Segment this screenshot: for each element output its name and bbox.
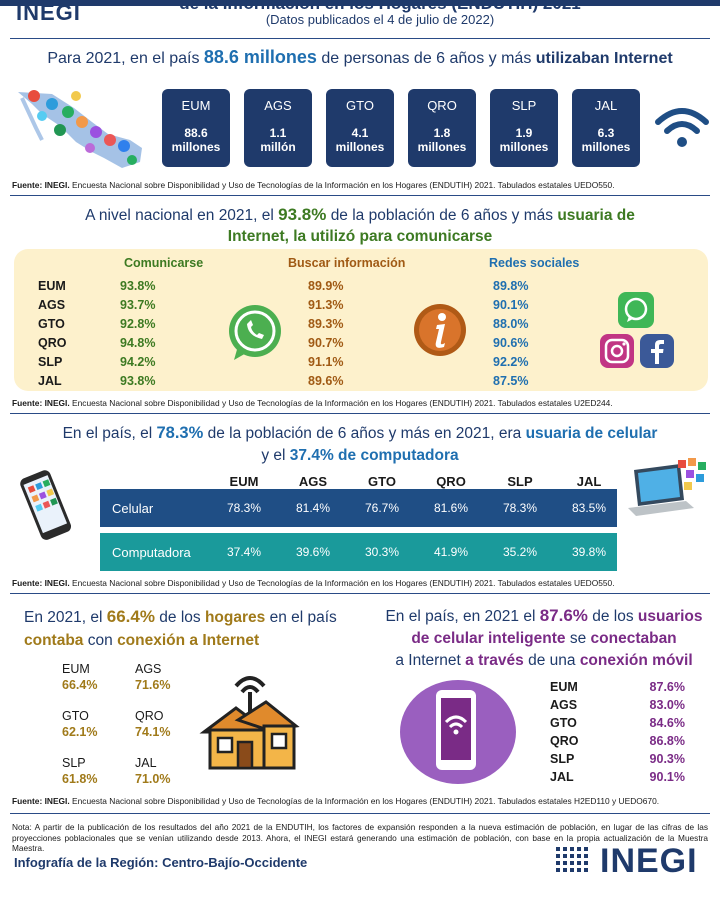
hogar-item-ags: AGS 71.6% [135,662,171,692]
stat-card-eum: EUM 88.6 millones [162,89,230,167]
laptop-icon [628,458,706,516]
stat-card-qro: QRO 1.8 millones [408,89,476,167]
inegi-logo-top: INEGI [16,0,81,25]
top-strip [0,0,720,6]
page-title: de la Información en los Hogares (ENDUTI… [179,0,581,13]
instagram-icon [600,334,634,368]
device-col-slp: SLP [507,474,533,489]
hogar-item-qro: QRO 74.1% [135,709,171,739]
divider [10,413,710,414]
source-note-2: Fuente: INEGI. Encuesta Nacional sobre D… [12,398,613,408]
info-icon [414,304,466,356]
col-header-comunicarse: Comunicarse [124,256,204,270]
stat-card-jal: JAL 6.3 millones [572,89,640,167]
smartphone-row: QRO 86.8% [550,734,685,748]
uses-panel [14,249,708,391]
divider [10,195,710,196]
wifi-icon [655,108,709,147]
stat-card-slp: SLP 1.9 millones [490,89,558,167]
stat-card-gto: GTO 4.1 millones [326,89,394,167]
source-note-1: Fuente: INEGI. Encuesta Nacional sobre D… [12,180,615,190]
smartphone-row: AGS 83.0% [550,698,685,712]
computadora-row: Computadora 37.4% 39.6% 30.3% 41.9% 35.2… [100,533,617,571]
stat-card-ags: AGS 1.1 millón [244,89,312,167]
divider [10,593,710,594]
hogares-headline: En 2021, el 66.4% de los hogares en el p… [24,607,337,649]
facebook-icon [640,334,674,368]
devices-headline: En el país, el 78.3% de la población de … [62,424,658,464]
internet-users-headline: Para 2021, en el país 88.6 millones de p… [47,47,673,67]
smartphone-headline: En el país, en 2021 el 87.6% de los usua… [385,606,703,669]
footer-region-label: Infografía de la Región: Centro-Bajío-Oc… [14,855,308,870]
divider [10,813,710,814]
hogar-item-jal: JAL 71.0% [135,756,171,786]
hogar-item-gto: GTO 62.1% [62,709,98,739]
celular-row: Celular 78.3% 81.4% 76.7% 81.6% 78.3% 83… [100,489,617,527]
methodology-note: Nota: A partir de la publicación de los … [12,822,708,853]
mexico-map-icon [18,90,142,168]
smartphone-row: EUM 87.6% [550,680,685,694]
device-col-gto: GTO [368,474,396,489]
smartphone-row: GTO 84.6% [550,716,685,730]
device-col-jal: JAL [576,474,602,489]
device-col-ags: AGS [298,474,328,489]
device-col-qro: QRO [436,474,466,489]
hogar-item-eum: EUM 66.4% [62,662,98,692]
source-note-3: Fuente: INEGI. Encuesta Nacional sobre D… [12,578,615,588]
smartphone-icon [20,470,72,540]
col-header-buscar: Buscar información [288,256,406,270]
source-note-4: Fuente: INEGI. Encuesta Nacional sobre D… [12,796,660,806]
mobile-wifi-icon [400,680,516,784]
divider [10,38,710,39]
inegi-logo: INEGI [554,842,698,881]
inegi-logo-mark [556,846,588,872]
smartphone-row: SLP 90.3% [550,752,685,766]
hogar-item-slp: SLP 61.8% [62,756,98,786]
page-subtitle: (Datos publicados el 4 de julio de 2022) [265,12,495,27]
house-icon [199,676,300,770]
whatsapp-icon [229,305,281,360]
internet-uses-headline: A nivel nacional en 2021, el 93.8% de la… [85,205,635,245]
whatsapp-icon [618,292,654,328]
device-col-eum: EUM [229,474,259,489]
col-header-redes: Redes sociales [489,256,580,270]
smartphone-row: JAL 90.1% [550,770,685,784]
